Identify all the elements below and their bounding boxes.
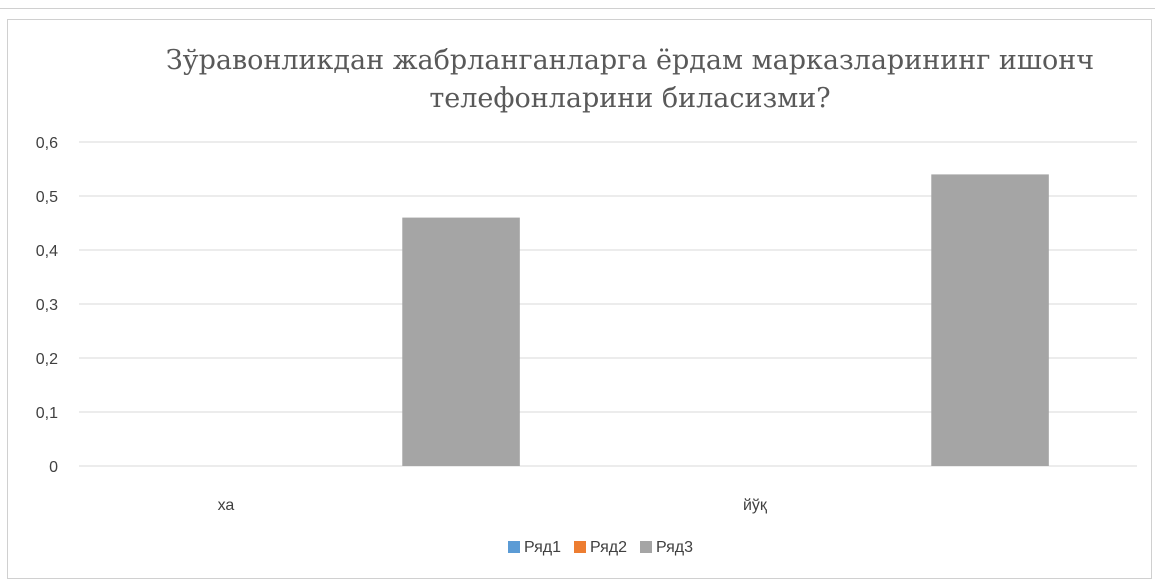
y-tick-label: 0,2 [36, 351, 58, 368]
legend-swatch [508, 541, 520, 553]
y-tick-label: 0,6 [36, 135, 58, 152]
x-tick-label: ха [218, 497, 235, 514]
y-axis-tick-labels: 0 0,1 0,2 0,3 0,4 0,5 0,6 [36, 135, 58, 476]
y-tick-label: 0,4 [36, 243, 58, 260]
y-tick-label: 0 [49, 459, 58, 476]
y-tick-label: 0,5 [36, 189, 58, 206]
x-axis-tick-labels: ха йўқ [218, 497, 768, 514]
x-tick-label: йўқ [743, 497, 768, 514]
legend-swatch [640, 541, 652, 553]
chart-title-line-1: Зўравонликдан жабрланганларга ёрдам марк… [166, 45, 1094, 76]
bar [931, 174, 1049, 466]
legend-label: Ряд3 [656, 539, 693, 556]
bars [402, 174, 1049, 466]
chart-title-line-2: телефонларини биласизми? [429, 83, 830, 114]
top-strip [0, 0, 1155, 9]
legend: Ряд1 Ряд2 Ряд3 [508, 539, 693, 556]
bar [402, 217, 520, 466]
legend-label: Ряд1 [524, 539, 561, 556]
legend-swatch [574, 541, 586, 553]
y-tick-label: 0,1 [36, 405, 58, 422]
y-tick-label: 0,3 [36, 297, 58, 314]
legend-label: Ряд2 [590, 539, 627, 556]
